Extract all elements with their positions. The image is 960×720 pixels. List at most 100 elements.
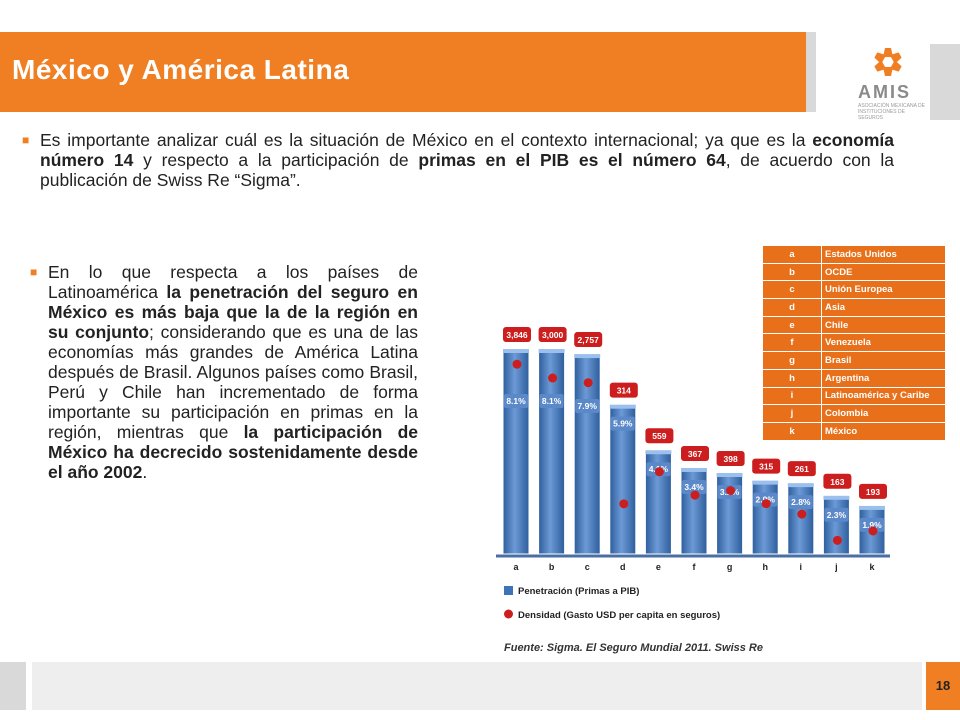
penetration-label-bg xyxy=(824,507,849,522)
country-key-letter: c xyxy=(762,280,822,300)
bullet-square-icon: ■ xyxy=(22,133,30,147)
text-run: , de acuerdo con la publicación de Swiss… xyxy=(40,150,895,190)
text-run: Es importante analizar cuál es la situac… xyxy=(40,130,813,150)
penetration-label-bg xyxy=(575,399,600,414)
density-point xyxy=(868,526,878,536)
penetration-label: 2.3% xyxy=(827,510,847,520)
density-label-bg xyxy=(716,451,745,467)
penetration-bar-cap xyxy=(716,473,743,478)
penetration-label-bg xyxy=(788,495,813,510)
density-label: 2,757 xyxy=(578,335,600,345)
density-label-bg xyxy=(645,428,674,444)
density-point xyxy=(797,509,807,519)
country-key-name: Chile xyxy=(821,315,946,335)
category-label: j xyxy=(834,562,838,572)
country-key-letter: b xyxy=(762,262,822,282)
density-point xyxy=(726,486,736,496)
penetration-label: 8.1% xyxy=(542,396,562,406)
country-key-letter: d xyxy=(762,298,822,317)
country-key-row: f Venezuela xyxy=(762,333,946,353)
penetration-bar xyxy=(787,482,815,555)
density-point xyxy=(512,359,522,369)
penetration-bar xyxy=(822,495,850,555)
bold-run: la participación de México ha decrecido … xyxy=(48,422,418,482)
penetration-bar-cap xyxy=(538,349,565,353)
page-number: 18 xyxy=(935,678,951,693)
density-label-bg xyxy=(503,327,531,342)
category-label: f xyxy=(693,562,697,572)
penetration-label: 1.9% xyxy=(862,520,882,530)
density-label: 398 xyxy=(724,454,738,464)
penetration-bar xyxy=(502,348,530,555)
text-run: ; considerando que es una de las economí… xyxy=(48,322,418,442)
country-key-letter: e xyxy=(762,315,822,335)
country-key-name: Argentina xyxy=(821,368,946,388)
penetration-bar-cap xyxy=(681,467,707,472)
penetration-label: 8.1% xyxy=(506,396,526,406)
penetration-bar-cap xyxy=(752,480,779,485)
footer-page-box: 18 xyxy=(926,662,960,710)
density-label-bg xyxy=(609,382,638,398)
penetration-label-bg xyxy=(539,394,564,408)
penetration-bar-cap xyxy=(645,450,672,455)
amis-logo-icon xyxy=(874,48,902,76)
penetration-label: 2.8% xyxy=(791,497,811,507)
country-key-row: d Asia xyxy=(762,298,946,317)
category-label: b xyxy=(549,562,555,572)
country-key-name: Unión Europea xyxy=(821,280,946,300)
country-key-name: Venezuela xyxy=(821,333,946,353)
legend-density-swatch xyxy=(504,609,513,619)
country-key-name: Colombia xyxy=(821,404,946,423)
country-key-row: g Brasil xyxy=(762,351,946,370)
density-point xyxy=(619,499,629,509)
density-point xyxy=(654,467,664,477)
penetration-bar xyxy=(573,353,601,555)
country-key-name: Brasil xyxy=(821,351,946,370)
bold-run: la penetración del seguro en México es m… xyxy=(48,282,418,342)
density-label: 315 xyxy=(759,462,773,472)
density-point xyxy=(690,490,700,500)
penetration-label: 3.4% xyxy=(684,482,704,492)
country-key-name: OCDE xyxy=(821,262,946,282)
country-key-name: Asia xyxy=(821,298,946,317)
bold-run: economía número 14 xyxy=(40,130,894,170)
density-label-bg xyxy=(823,473,852,489)
country-key-letter: i xyxy=(762,386,822,406)
penetration-bar-cap xyxy=(574,354,601,359)
text-run: En lo que respecta a los países de Latin… xyxy=(48,262,418,302)
header-side-strip xyxy=(930,44,960,120)
density-label-bg xyxy=(574,332,603,348)
footer-left-block xyxy=(0,662,26,710)
density-label-bg xyxy=(538,327,567,342)
country-key-row: c Unión Europea xyxy=(762,280,946,300)
density-label: 367 xyxy=(688,449,702,459)
penetration-label-bg xyxy=(860,517,884,532)
penetration-bar xyxy=(538,348,566,555)
penetration-label: 5.9% xyxy=(613,419,633,429)
density-point xyxy=(583,378,593,388)
country-key-name: Estados Unidos xyxy=(821,245,946,264)
logo-subtitle: ASOCIACIÓN MEXICANA DE INSTITUCIONES DE … xyxy=(858,103,925,121)
category-label: e xyxy=(656,562,661,572)
title-bar: México y América Latina xyxy=(0,32,806,112)
country-key-row: b OCDE xyxy=(762,262,946,282)
source-note: Fuente: Sigma. El Seguro Mundial 2011. S… xyxy=(504,642,763,654)
density-point xyxy=(548,373,558,383)
title-bar-divider xyxy=(806,32,816,112)
legend-penetration-swatch xyxy=(504,586,513,595)
density-label: 3,000 xyxy=(542,330,564,340)
penetration-label-bg xyxy=(610,416,635,431)
country-key-row: i Latinoamérica y Caribe xyxy=(762,386,946,406)
bullet-paragraph-2: ■ En lo que respecta a los países de Lat… xyxy=(30,262,418,482)
category-label: i xyxy=(800,562,803,572)
penetration-bar-cap xyxy=(609,404,636,409)
text-run: . xyxy=(142,462,148,482)
category-label: a xyxy=(513,562,519,572)
legend-penetration-label: Penetración (Primas a PIB) xyxy=(518,586,639,597)
country-key-table: a Estados Unidos b OCDE c Unión Europea d Asia e… xyxy=(762,245,946,441)
country-key-name: México xyxy=(821,421,946,441)
penetration-bar-cap xyxy=(787,483,814,488)
density-label: 3,846 xyxy=(506,330,528,340)
bullet-paragraph-1: ■ Es importante analizar cuál es la situ… xyxy=(22,130,895,190)
country-key-letter: j xyxy=(762,404,822,423)
